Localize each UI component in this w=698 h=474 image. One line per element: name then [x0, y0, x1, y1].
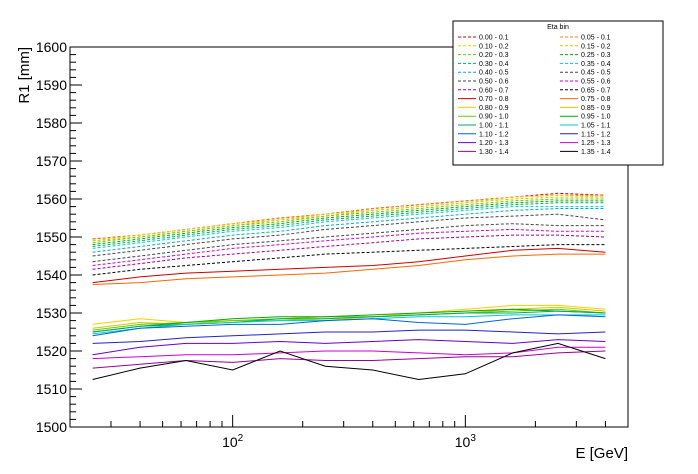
y-tick-label: 1510 [36, 381, 67, 397]
legend-label: 0.55 - 0.6 [581, 79, 611, 86]
legend-label: 1.05 - 1.1 [581, 123, 611, 130]
y-tick-label: 1560 [36, 191, 67, 207]
series-line-15 [92, 253, 606, 285]
legend-label: 1.25 - 1.3 [581, 140, 611, 147]
series-line-22 [92, 314, 606, 337]
legend-label: 0.30 - 0.4 [479, 61, 509, 68]
y-tick-label: 1580 [36, 115, 67, 131]
legend-label: 1.20 - 1.3 [479, 140, 509, 147]
series-line-16 [92, 304, 606, 325]
legend-label: 0.65 - 0.7 [581, 87, 611, 94]
legend-label: 0.05 - 0.1 [581, 35, 611, 42]
series-line-13 [92, 244, 606, 276]
series-line-14 [92, 247, 606, 284]
legend-box [452, 20, 664, 166]
series-line-12 [92, 234, 606, 270]
legend-label: 0.10 - 0.2 [479, 43, 509, 50]
x-tick-label: 102 [222, 433, 244, 450]
y-tick-label: 1590 [36, 77, 67, 93]
y-tick-label: 1540 [36, 267, 67, 283]
legend-label: 1.10 - 1.2 [479, 131, 509, 138]
series-line-4 [92, 198, 606, 244]
series-line-27 [92, 342, 606, 381]
series-line-5 [92, 200, 606, 246]
series-line-9 [92, 213, 606, 257]
legend-label: 0.35 - 0.4 [581, 61, 611, 68]
legend-label: 0.90 - 1.0 [479, 114, 509, 121]
x-tick-label: 103 [455, 433, 477, 450]
legend-label: 0.40 - 0.5 [479, 70, 509, 77]
series-line-23 [92, 329, 606, 344]
y-axis: 1500 1510 1520 1530 1540 1550 1560 1570 1580 1590… [36, 39, 82, 435]
legend-label: 0.70 - 0.8 [479, 96, 509, 103]
series-line-1 [92, 194, 606, 240]
series-line-7 [92, 206, 606, 249]
y-axis-title: R1 [mm] [16, 47, 33, 104]
y-tick-label: 1550 [36, 229, 67, 245]
series-line-25 [92, 346, 606, 360]
series-line-2 [92, 194, 606, 242]
legend-label: 1.35 - 1.4 [581, 149, 611, 156]
legend-label: 0.45 - 0.5 [581, 70, 611, 77]
series-line-19 [92, 308, 606, 333]
legend-label: 1.15 - 1.2 [581, 131, 611, 138]
series-line-0 [92, 192, 606, 240]
y-tick-label: 1500 [36, 419, 67, 435]
legend-label: 1.00 - 1.1 [479, 123, 509, 130]
y-tick-label: 1530 [36, 305, 67, 321]
x-axis-title: E [GeV] [575, 445, 628, 462]
legend-label: 0.80 - 0.9 [479, 105, 509, 112]
legend-label: 0.25 - 0.3 [581, 52, 611, 59]
legend-label: 0.15 - 0.2 [581, 43, 611, 50]
x-axis: 102 103 [69, 415, 629, 450]
legend-label: 1.30 - 1.4 [479, 149, 509, 156]
y-tick-label: 1600 [36, 39, 67, 55]
y-tick-label: 1570 [36, 153, 67, 169]
series-line-11 [92, 228, 606, 266]
series-line-24 [92, 339, 606, 356]
legend-title: Eta bin [547, 24, 569, 31]
legend-label: 0.85 - 0.9 [581, 105, 611, 112]
legend-label: 0.00 - 0.1 [479, 35, 509, 42]
legend-label: 0.75 - 0.8 [581, 96, 611, 103]
legend-label: 0.50 - 0.6 [479, 79, 509, 86]
y-tick-label: 1520 [36, 343, 67, 359]
series-layer [92, 192, 606, 381]
series-line-8 [92, 208, 606, 253]
legend-label: 0.20 - 0.3 [479, 52, 509, 59]
legend-label: 0.60 - 0.7 [479, 87, 509, 94]
series-line-10 [92, 223, 606, 263]
series-line-3 [92, 196, 606, 242]
series-line-6 [92, 202, 606, 247]
series-line-26 [92, 350, 606, 369]
legend-label: 0.95 - 1.0 [581, 114, 611, 121]
legend: Eta bin 0.00 - 0.1 0.05 - 0.1 0.10 - 0.2 0.… [452, 20, 664, 166]
